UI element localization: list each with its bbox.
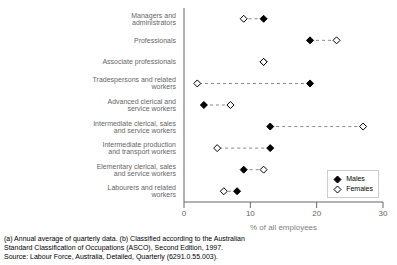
svg-text:Intermediate clerical, salesan: Intermediate clerical, salesand service … — [93, 120, 176, 134]
svg-text:0: 0 — [182, 209, 187, 218]
html-text:(a) Annual average of quarterl: (a) Annual average of quarterly data. (b… — [4, 235, 245, 242]
svg-text:Associate professionals: Associate professionals — [102, 58, 176, 66]
svg-text:% of all employees: % of all employees — [250, 223, 317, 232]
svg-text:Managers andadministrators: Managers andadministrators — [131, 12, 176, 26]
svg-text:20: 20 — [312, 209, 321, 218]
svg-text:30: 30 — [379, 209, 388, 218]
html-text:Source: Labour Force, Australi: Source: Labour Force, Australia, Detaile… — [4, 253, 218, 260]
svg-text:Labourers and relatedworkers: Labourers and relatedworkers — [108, 184, 177, 198]
svg-text:Tradespersons and relatedworke: Tradespersons and relatedworkers — [93, 76, 177, 90]
svg-text:Advanced clerical andservice w: Advanced clerical andservice workers — [108, 98, 177, 112]
svg-text:Intermediate productionand tra: Intermediate productionand transport wor… — [102, 141, 176, 156]
svg-text:10: 10 — [246, 209, 255, 218]
html-text:Standard Classification of Occ: Standard Classification of Occupations (… — [4, 244, 224, 251]
html-text:Females: Females — [346, 185, 373, 192]
svg-text:Professionals: Professionals — [134, 37, 177, 44]
svg-text:Elementary clerical, salesand: Elementary clerical, salesand service wo… — [97, 163, 177, 177]
html-text:Males: Males — [346, 175, 365, 182]
